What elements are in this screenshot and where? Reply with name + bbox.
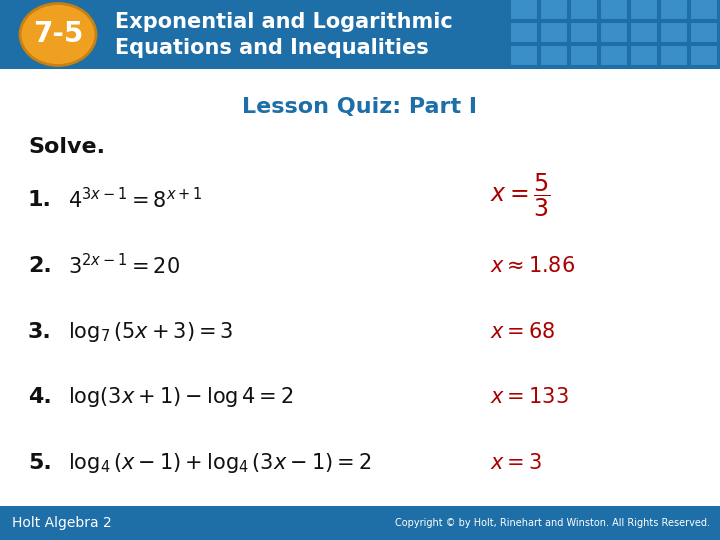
Bar	[600, 22, 627, 42]
Bar	[510, 45, 537, 65]
Text: 4.: 4.	[28, 387, 52, 407]
Bar	[0, 506, 720, 540]
Text: $4^{3x-1} =  8^{x+1}$: $4^{3x-1} = 8^{x+1}$	[68, 187, 203, 213]
Bar	[660, 45, 687, 65]
Bar	[690, 22, 717, 42]
Text: 7-5: 7-5	[33, 21, 84, 49]
Bar	[630, 22, 657, 42]
Bar	[630, 45, 657, 65]
Bar	[570, 22, 597, 42]
Bar	[540, 22, 567, 42]
Text: 3.: 3.	[28, 321, 52, 341]
Text: 1.: 1.	[28, 190, 52, 210]
Text: $\log_4(x - 1) + \log_4(3x - 1) = 2$: $\log_4(x - 1) + \log_4(3x - 1) = 2$	[68, 451, 372, 475]
Text: $x = 133$: $x = 133$	[490, 387, 569, 407]
Text: Holt Algebra 2: Holt Algebra 2	[12, 516, 112, 530]
Bar	[540, 45, 567, 65]
Bar	[690, 45, 717, 65]
Text: $x = 68$: $x = 68$	[490, 321, 556, 341]
Text: $3^{2x-1} = 20$: $3^{2x-1} = 20$	[68, 253, 180, 278]
Text: 2.: 2.	[28, 256, 52, 276]
Bar	[630, 0, 657, 19]
Bar	[540, 0, 567, 19]
Text: Exponential and Logarithmic: Exponential and Logarithmic	[115, 12, 453, 32]
Bar	[690, 0, 717, 19]
Text: $x \approx 1.86$: $x \approx 1.86$	[490, 256, 575, 276]
Text: Lesson Quiz: Part I: Lesson Quiz: Part I	[243, 97, 477, 117]
Bar	[660, 0, 687, 19]
Text: $x = 3$: $x = 3$	[490, 453, 542, 473]
Text: $\log_7(5x + 3) = 3$: $\log_7(5x + 3) = 3$	[68, 320, 233, 343]
Text: 5.: 5.	[28, 453, 52, 473]
Bar	[570, 0, 597, 19]
Text: Equations and Inequalities: Equations and Inequalities	[115, 38, 428, 58]
Bar	[660, 22, 687, 42]
Bar	[600, 0, 627, 19]
Text: Solve.: Solve.	[28, 137, 105, 157]
Text: Copyright © by Holt, Rinehart and Winston. All Rights Reserved.: Copyright © by Holt, Rinehart and Winsto…	[395, 518, 710, 528]
Bar	[570, 45, 597, 65]
Bar	[0, 0, 720, 69]
Bar	[510, 0, 537, 19]
Text: $x = \dfrac{5}{3}$: $x = \dfrac{5}{3}$	[490, 171, 551, 219]
Bar	[600, 45, 627, 65]
Ellipse shape	[20, 3, 96, 65]
Bar	[510, 22, 537, 42]
Text: $\log(3x + 1) - \log 4 = 2$: $\log(3x + 1) - \log 4 = 2$	[68, 386, 294, 409]
